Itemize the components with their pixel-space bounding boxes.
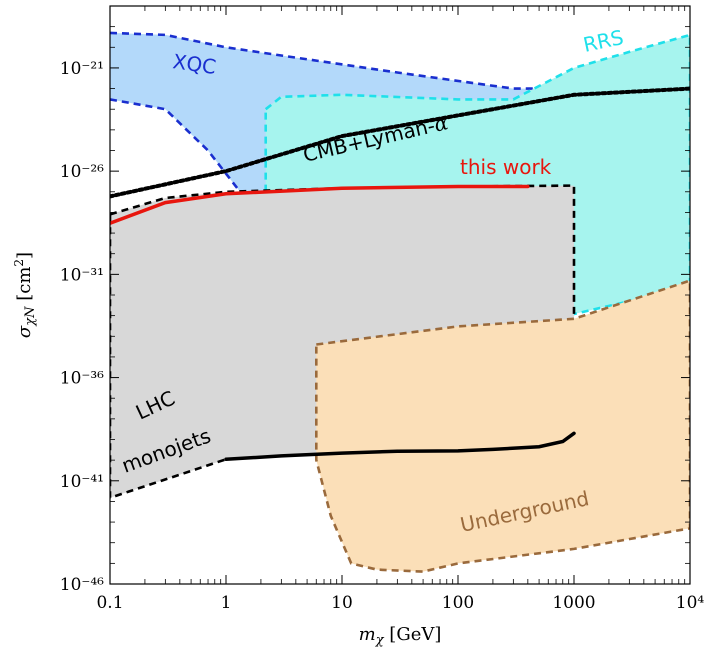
label-this-work: this work <box>460 155 552 179</box>
x-tick-label: 1 <box>221 593 232 613</box>
y-tick-label: 10⁻⁴¹ <box>60 472 104 492</box>
x-tick-label: 10⁴ <box>676 593 705 613</box>
label-rrs: RRS <box>581 25 626 57</box>
region-underground <box>316 280 690 572</box>
line-this-work <box>110 184 530 225</box>
x-tick-label: 10 <box>331 593 353 613</box>
label-cmb-lyman-alpha: α <box>432 110 451 137</box>
region-underground-boundary <box>314 279 690 573</box>
line-cmb-lyman <box>110 86 690 199</box>
y-axis-label: σχN [cm2] <box>12 252 38 338</box>
x-tick-label: 0.1 <box>96 593 123 613</box>
x-axis-label: mχ [GeV] <box>359 624 442 648</box>
y-tick-label: 10⁻²⁶ <box>60 162 104 182</box>
x-tick-label: 100 <box>442 593 474 613</box>
y-tick-label: 10⁻³⁶ <box>60 369 104 389</box>
line-2 <box>224 431 576 462</box>
y-tick-label: 10⁻²¹ <box>60 59 104 79</box>
x-tick-label: 1000 <box>552 593 595 613</box>
y-tick-label: 10⁻³¹ <box>60 265 104 285</box>
y-tick-label: 10⁻⁴⁶ <box>60 575 104 595</box>
label-xqc: XQC <box>171 49 217 79</box>
